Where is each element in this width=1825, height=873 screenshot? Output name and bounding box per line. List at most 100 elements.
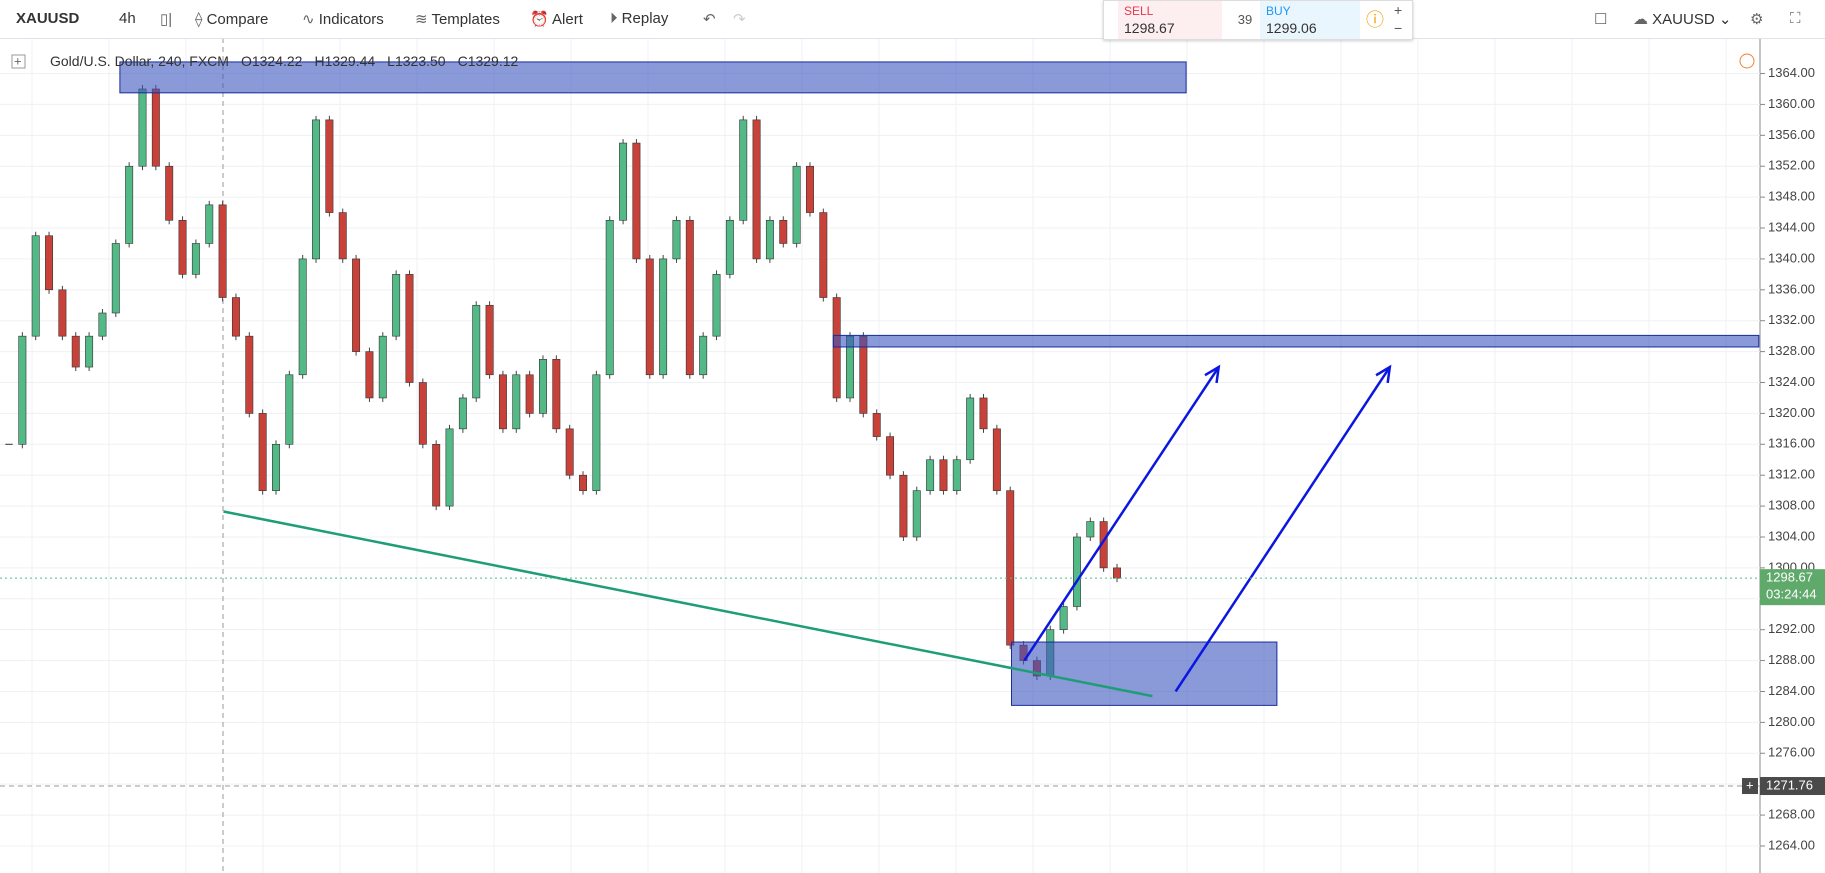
resistance-zone xyxy=(832,334,1760,348)
candle xyxy=(952,459,961,491)
candle xyxy=(619,142,628,221)
layout-icon[interactable]: ☐ xyxy=(1594,11,1608,28)
candle xyxy=(418,382,427,445)
candle xyxy=(432,443,441,507)
candle xyxy=(672,219,681,260)
y-tick-label: 1332.00 xyxy=(1768,312,1815,327)
candle xyxy=(472,304,481,399)
fullscreen[interactable]: ⛶ xyxy=(1790,10,1801,27)
candle xyxy=(939,459,948,491)
candle xyxy=(218,204,227,298)
candle xyxy=(18,335,27,445)
indicators-button[interactable]: ∿ Indicators xyxy=(302,11,384,28)
settings[interactable]: ⚙ xyxy=(1750,11,1764,28)
candle xyxy=(632,142,641,260)
y-tick-label: 1276.00 xyxy=(1768,745,1815,760)
candle xyxy=(725,219,734,275)
alert-button[interactable]: ⏰ Alert xyxy=(530,11,583,28)
sell-button[interactable]: SELL 1298.67 xyxy=(1118,1,1222,39)
y-tick-label: 1336.00 xyxy=(1768,281,1815,296)
candle xyxy=(365,351,374,399)
arrow-head xyxy=(1204,364,1221,384)
legend-title: Gold/U.S. Dollar, 240, FXCM xyxy=(50,53,229,69)
candle xyxy=(712,274,721,337)
candle xyxy=(125,165,134,244)
candle xyxy=(792,165,801,244)
candle xyxy=(245,335,254,414)
candle xyxy=(58,289,67,337)
candle xyxy=(992,428,1001,491)
indicators-label: Indicators xyxy=(318,11,384,28)
spread: 39 xyxy=(1237,12,1253,27)
y-tick-label: 1328.00 xyxy=(1768,343,1815,358)
candle xyxy=(912,490,921,538)
undo[interactable]: ↶ xyxy=(703,11,716,28)
support-zone xyxy=(1011,641,1278,706)
candle xyxy=(85,335,94,368)
compare-button[interactable]: ⟠ Compare xyxy=(195,11,269,28)
candle xyxy=(31,235,40,337)
legend-low: L1323.50 xyxy=(387,53,446,69)
candle xyxy=(579,474,587,491)
candle xyxy=(552,359,561,430)
candle xyxy=(779,219,788,244)
y-tick-label: 1268.00 xyxy=(1768,807,1815,822)
candle xyxy=(445,428,454,507)
y-tick-label: 1304.00 xyxy=(1768,528,1815,543)
candle xyxy=(592,374,601,491)
warning-icon xyxy=(1739,53,1755,69)
toolbar: XAUUSD 4h ▯| ⟠ Compare ∿ Indicators ≋ Te… xyxy=(0,0,1825,39)
candle xyxy=(859,335,868,414)
templates-button[interactable]: ≋ Templates xyxy=(415,11,500,28)
y-tick-label: 1316.00 xyxy=(1768,436,1815,451)
candle xyxy=(739,119,748,221)
candle xyxy=(899,474,908,538)
candle xyxy=(1059,606,1068,630)
candle xyxy=(71,335,80,368)
candle xyxy=(819,212,828,298)
candle xyxy=(98,312,107,337)
candle xyxy=(338,212,347,260)
candle xyxy=(659,258,668,376)
candle xyxy=(165,165,174,221)
replay-button[interactable]: ⏵ Replay xyxy=(610,10,669,27)
candle xyxy=(512,374,521,430)
candle xyxy=(485,304,494,376)
saved-layout[interactable]: ☁ XAUUSD ⌄ xyxy=(1633,11,1732,28)
arrow-head xyxy=(1375,364,1392,384)
legend-close: C1329.12 xyxy=(458,53,519,69)
candle xyxy=(111,243,120,314)
sell-price: 1298.67 xyxy=(1124,20,1175,36)
candle xyxy=(498,374,507,430)
candle xyxy=(1006,490,1015,646)
candle xyxy=(765,219,774,260)
y-tick-label: 1312.00 xyxy=(1768,467,1815,482)
y-tick-label: 1308.00 xyxy=(1768,498,1815,513)
arrow xyxy=(1174,366,1391,693)
candle xyxy=(1113,567,1121,579)
info-icon[interactable]: ⓘ xyxy=(1366,10,1384,30)
interval[interactable]: 4h xyxy=(119,10,136,27)
crosshair-label: 1271.76 xyxy=(1766,777,1813,792)
chart-style-icon[interactable]: ▯| xyxy=(160,11,173,28)
candle xyxy=(832,297,841,399)
candle xyxy=(231,297,240,337)
legend-toggle-sign: + xyxy=(14,53,22,68)
y-tick-label: 1348.00 xyxy=(1768,189,1815,204)
qty-stepper[interactable]: + − xyxy=(1394,2,1403,36)
candle xyxy=(258,413,267,491)
y-tick-label: 1344.00 xyxy=(1768,219,1815,234)
candle xyxy=(539,359,547,414)
candle xyxy=(699,335,708,376)
symbol[interactable]: XAUUSD xyxy=(16,10,80,27)
candle xyxy=(605,219,614,376)
buy-price: 1299.06 xyxy=(1266,20,1317,36)
y-tick-label: 1364.00 xyxy=(1768,65,1815,80)
redo[interactable]: ↷ xyxy=(733,11,746,28)
saved-symbol: XAUUSD xyxy=(1652,11,1715,28)
candle xyxy=(178,219,187,275)
candle xyxy=(45,235,54,291)
buy-button[interactable]: BUY 1299.06 xyxy=(1260,1,1360,39)
candle xyxy=(458,397,467,430)
